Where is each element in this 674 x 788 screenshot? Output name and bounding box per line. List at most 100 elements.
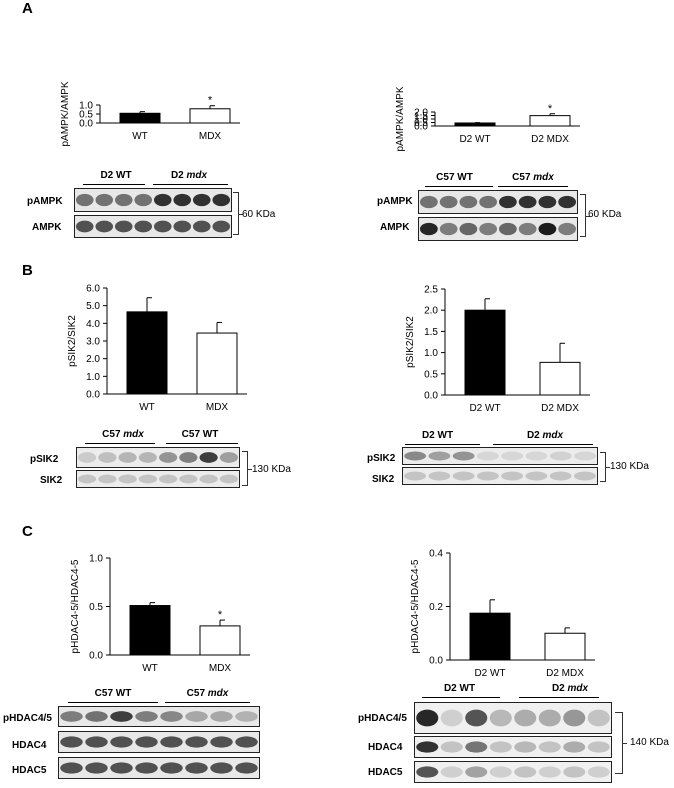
- blot-strip: [58, 706, 260, 727]
- blot-band: [199, 474, 218, 484]
- blot-band: [135, 711, 158, 722]
- blot-bands: [419, 191, 577, 213]
- blot-band: [78, 474, 97, 484]
- blot-band: [549, 451, 572, 461]
- x-category-label: MDX: [199, 131, 222, 142]
- kda-label: 60 KDa: [242, 209, 276, 220]
- chart-c-left: 0.0 0.5 1.0 WT * MDX pHDAC4-5/HDAC4-5: [70, 554, 250, 674]
- blot-band: [514, 741, 537, 753]
- y-tick-label: 0.0: [429, 656, 443, 667]
- significance-star: *: [548, 103, 553, 115]
- blot-band: [573, 451, 596, 461]
- blot-band: [498, 222, 517, 236]
- blot-band: [416, 741, 439, 753]
- blot-band: [160, 736, 183, 748]
- blot-band: [518, 222, 537, 236]
- bar-wt: [129, 605, 171, 656]
- bar-wt: [119, 112, 161, 124]
- blot-row-label: AMPK: [32, 222, 62, 233]
- blot-bands: [415, 703, 611, 733]
- y-tick-label: 1.5: [414, 111, 428, 122]
- significance-star: *: [208, 95, 213, 107]
- blot-band: [404, 451, 427, 461]
- blot-band: [439, 222, 458, 236]
- y-axis-label: pAMPK/AMPK: [60, 81, 71, 146]
- blot-row-label: SIK2: [372, 474, 395, 485]
- blot-band: [525, 451, 548, 461]
- bracket: [233, 192, 243, 235]
- bar-wt: [464, 309, 506, 396]
- blot-band: [85, 711, 108, 722]
- blot-background: [77, 448, 239, 467]
- x-category-label: D2 MDX: [541, 403, 579, 414]
- blot-band: [210, 711, 233, 722]
- blot-row-label: AMPK: [380, 222, 410, 233]
- blot-background: [75, 189, 231, 211]
- blot-band: [404, 471, 427, 481]
- blot-band: [219, 474, 238, 484]
- y-tick-label: 6.0: [86, 284, 100, 295]
- chart-a-left: 0.00.51.0 WT * MDX pAMPK/AMPK: [60, 81, 240, 147]
- y-tick-label: 4.0: [86, 319, 100, 330]
- blot-row-label: pHDAC4/5: [3, 713, 52, 724]
- x-category-label: D2 WT: [474, 668, 505, 679]
- blot-background: [403, 468, 597, 484]
- blot-band: [235, 762, 258, 774]
- chart-c-right: 0.0 0.2 0.4 D2 WT D2 MDX pHDAC4-5/HDAC4-5: [410, 549, 595, 679]
- chart-b-left: 0.0 1.0 2.0 3.0 4.0 5.0 6.0 WT MDX pSIK2/SIK2: [67, 284, 247, 413]
- blot-background: [59, 758, 259, 778]
- blot-band: [138, 452, 157, 463]
- y-tick-label: 0.2: [429, 602, 443, 613]
- blot-strip: [76, 447, 240, 468]
- panel-letter-b: B: [22, 262, 33, 279]
- bar-mdx: [529, 115, 571, 127]
- blot-band: [110, 762, 133, 774]
- blot-band: [501, 471, 524, 481]
- panel-letter-c: C: [22, 523, 33, 540]
- blot-group-label: C57 mdx: [512, 172, 554, 183]
- blot-bands: [59, 707, 259, 726]
- blot-band: [173, 193, 192, 207]
- y-tick-label: 1.0: [89, 554, 103, 565]
- kda-label: 60 KDa: [588, 209, 622, 220]
- blot-strip: [76, 470, 240, 488]
- x-category-label: WT: [142, 663, 158, 674]
- y-tick-label: 0.0: [79, 119, 93, 130]
- bar-mdx: [544, 632, 586, 661]
- blot-bands: [77, 471, 239, 487]
- blot-band: [160, 711, 183, 722]
- blot-band: [199, 452, 218, 463]
- kda-label: 130 KDa: [252, 464, 291, 475]
- blot-band: [514, 709, 537, 727]
- y-axis-label: pAMPK/AMPK: [395, 86, 406, 151]
- blot-group-line: [165, 702, 250, 703]
- blot-band: [110, 711, 133, 722]
- blot-group-line: [493, 444, 593, 445]
- blot-band: [235, 736, 258, 748]
- y-tick-label: 2.5: [424, 285, 438, 296]
- blot-strip: [74, 188, 232, 212]
- blot-strip: [414, 702, 612, 734]
- blot-background: [59, 707, 259, 726]
- blot-band: [419, 195, 438, 209]
- blot-band: [212, 220, 231, 233]
- bar-wt: [126, 311, 168, 395]
- blot-background: [415, 762, 611, 782]
- blot-band: [452, 471, 475, 481]
- y-axis-label: pHDAC4-5/HDAC4-5: [70, 559, 81, 653]
- blot-band: [138, 474, 157, 484]
- blot-group-label: C57 WT: [436, 172, 473, 183]
- blot-band: [210, 762, 233, 774]
- bracket: [580, 194, 590, 237]
- blot-strip: [414, 736, 612, 758]
- blot-band: [459, 195, 478, 209]
- blot-band: [78, 452, 97, 463]
- blot-band: [95, 220, 114, 233]
- blot-band: [518, 195, 537, 209]
- blot-bands: [403, 448, 597, 464]
- bracket: [242, 451, 252, 486]
- x-category-label: D2 WT: [469, 403, 500, 414]
- y-tick-label: 5.0: [86, 301, 100, 312]
- x-category-label: MDX: [206, 402, 229, 413]
